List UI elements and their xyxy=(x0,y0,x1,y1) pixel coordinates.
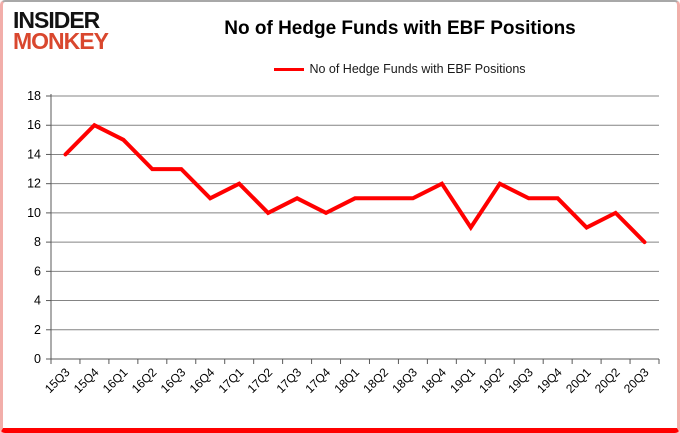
x-axis-tick-label: 20Q1 xyxy=(563,365,594,396)
x-axis-tick-label: 20Q2 xyxy=(592,365,623,396)
y-axis-tick-label: 16 xyxy=(27,118,41,132)
x-axis-tick-label: 19Q2 xyxy=(476,365,507,396)
x-axis-tick-label: 18Q3 xyxy=(389,365,420,396)
x-axis-tick-label: 19Q1 xyxy=(447,365,478,396)
y-axis-tick-label: 18 xyxy=(27,89,41,103)
y-axis-tick-label: 12 xyxy=(27,177,41,191)
logo-text-monkey: MONKEY xyxy=(13,28,109,55)
x-axis-tick-label: 15Q3 xyxy=(42,365,73,396)
x-axis-tick-label: 16Q3 xyxy=(158,365,189,396)
y-axis-tick-label: 0 xyxy=(34,352,41,366)
x-axis-tick-label: 17Q1 xyxy=(216,365,247,396)
x-axis-tick-label: 15Q4 xyxy=(71,365,102,396)
y-axis-tick-label: 10 xyxy=(27,206,41,220)
x-axis-tick-label: 18Q1 xyxy=(331,365,362,396)
logo-text-insider: INSIDER xyxy=(13,7,100,33)
legend-label: No of Hedge Funds with EBF Positions xyxy=(309,62,526,76)
x-axis-tick-label: 17Q4 xyxy=(303,365,334,396)
x-axis-tick-label: 18Q2 xyxy=(360,365,391,396)
x-axis-tick-label: 16Q1 xyxy=(100,365,131,396)
y-axis-tick-label: 2 xyxy=(34,323,41,337)
y-axis-tick-label: 6 xyxy=(34,264,41,278)
data-series-line xyxy=(63,122,647,245)
x-axis-tick-label: 20Q3 xyxy=(621,365,652,396)
x-axis-tick-label: 16Q2 xyxy=(129,365,160,396)
x-axis-tick-label: 17Q2 xyxy=(245,365,276,396)
chart-title: No of Hedge Funds with EBF Positions xyxy=(224,18,576,39)
y-axis-tick-label: 4 xyxy=(34,294,41,308)
x-axis-tick-label: 19Q3 xyxy=(505,365,536,396)
y-axis-tick-label: 8 xyxy=(34,235,41,249)
legend-line-swatch xyxy=(274,67,305,71)
x-axis-tick-label: 18Q4 xyxy=(418,365,449,396)
line-chart: 02468101214161815Q315Q416Q116Q216Q316Q41… xyxy=(27,89,660,396)
x-axis-tick-label: 19Q4 xyxy=(534,365,565,396)
x-axis-tick-label: 17Q3 xyxy=(274,365,305,396)
legend: No of Hedge Funds with EBF Positions xyxy=(143,62,657,76)
insider-monkey-logo: INSIDER MONKEY xyxy=(13,7,109,55)
y-axis-tick-label: 14 xyxy=(27,147,41,161)
x-axis-tick-label: 16Q4 xyxy=(187,365,218,396)
